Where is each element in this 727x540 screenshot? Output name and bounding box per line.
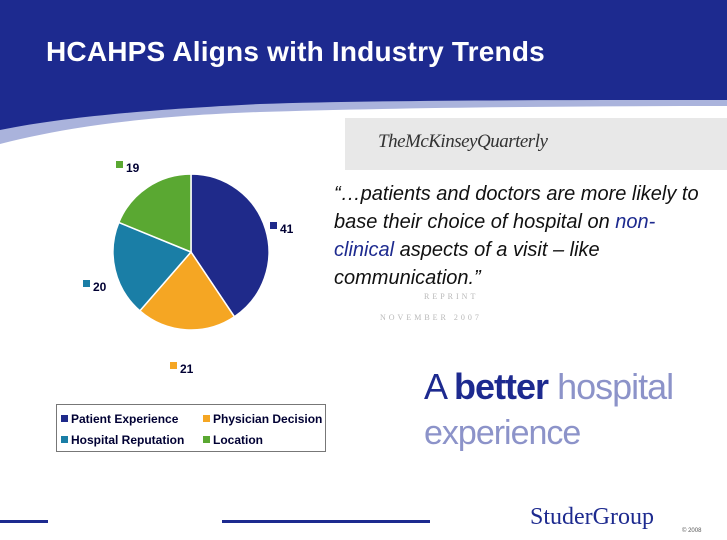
data-label-swatch [170,362,177,369]
legend-swatch [203,436,210,443]
data-label-swatch [83,280,90,287]
pie-slice-patient-experience [190,173,270,318]
article-reprint-label: REPRINT [424,292,479,301]
quote-part-1: “…patients and doctors are more likely t… [334,183,699,233]
legend-label: Location [213,433,263,447]
data-label: 20 [93,280,107,294]
slide-title: HCAHPS Aligns with Industry Trends [46,36,545,67]
data-label-swatch [270,222,277,229]
footer-rule-left [0,520,48,523]
article-date-label: NOVEMBER 2007 [380,313,482,322]
legend-entry-patient-experience: Patient Experience [61,412,178,426]
legend-label: Physician Decision [213,412,323,426]
legend-label: Patient Experience [71,412,179,426]
headline-rest: hospital [548,366,674,407]
studer-group-logo: StuderGroup [530,504,654,530]
legend-entry-physician-decision: Physician Decision [203,412,322,426]
data-label: 19 [126,161,140,175]
quote-text: “…patients and doctors are more likely t… [334,180,714,292]
footer-rule-middle [222,520,430,523]
legend-swatch [61,436,68,443]
data-label-swatch [116,161,123,168]
legend-swatch [61,415,68,422]
chart-legend: Patient Experience Physician Decision Ho… [56,404,326,452]
headline-bold: better [454,366,549,407]
header-swoosh [0,92,727,144]
mckinsey-logo: TheMcKinseyQuarterly [378,131,548,152]
quote-part-2: aspects of a visit – like communication.… [334,239,600,289]
legend-label: Hospital Reputation [71,433,185,447]
article-headline-line-2: experience [424,414,581,452]
pie-slice-location [117,173,192,254]
data-label: 41 [280,222,294,236]
pie-slice-physician-decision [138,250,236,331]
mckinsey-banner [345,118,727,170]
data-label: 21 [180,362,194,376]
legend-swatch [203,415,210,422]
legend-entry-hospital-reputation: Hospital Reputation [61,433,184,447]
slide-header: HCAHPS Aligns with Industry Trends [0,0,727,92]
article-headline-line-1: A better hospital [424,366,674,408]
legend-entry-location: Location [203,433,263,447]
studer-group-copyright: © 2008 [682,528,702,534]
headline-a: A [424,366,455,407]
quote-highlight: non-clinical [334,211,656,261]
